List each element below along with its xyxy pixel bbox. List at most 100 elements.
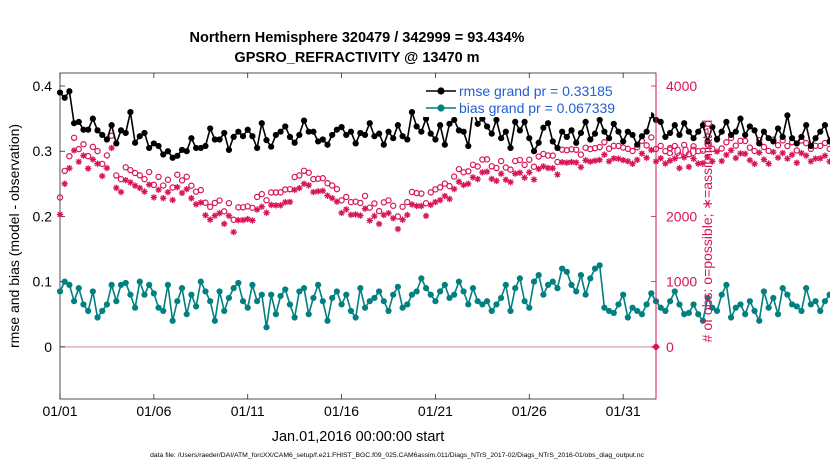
bias-point <box>357 285 364 292</box>
rmse-point <box>117 127 125 134</box>
assimilated-point <box>671 155 678 162</box>
bias-point <box>319 298 326 305</box>
assimilated-point <box>802 152 810 159</box>
rmse-point <box>662 133 669 140</box>
rmse-point <box>427 130 434 137</box>
bias-point <box>169 317 176 324</box>
possible-point <box>305 169 312 176</box>
rmse-point <box>254 144 261 152</box>
rmse-point <box>610 120 617 127</box>
x-tick-label: 01/06 <box>136 403 171 419</box>
rmse-point <box>249 133 256 140</box>
assimilated-point <box>488 175 495 183</box>
assimilated-point <box>469 174 477 181</box>
bias-point <box>526 304 533 311</box>
assimilated-point <box>211 212 219 219</box>
rmse-point <box>207 125 214 132</box>
assimilated-point <box>183 185 190 193</box>
rmse-point <box>535 139 542 146</box>
rmse-point <box>756 140 763 147</box>
rmse-point <box>568 127 575 134</box>
possible-point <box>113 172 120 179</box>
bias-point <box>685 309 692 317</box>
rmse-point <box>291 139 298 146</box>
rmse-point <box>774 125 782 132</box>
assimilated-point <box>512 170 519 177</box>
rmse-point <box>779 133 786 140</box>
possible-point <box>629 147 636 155</box>
assimilated-point <box>122 176 129 184</box>
rmse-point <box>408 109 416 116</box>
assimilated-point <box>300 180 308 187</box>
bias-point <box>404 301 411 308</box>
rmse-point <box>183 148 190 155</box>
rmse-point <box>70 120 78 127</box>
rmse-point <box>357 129 364 137</box>
possible-point <box>89 143 97 151</box>
rmse-point <box>441 141 448 148</box>
possible-point <box>671 142 678 150</box>
possible-point <box>493 164 500 172</box>
bias-point <box>352 314 359 321</box>
rmse-point <box>155 142 162 150</box>
rmse-point <box>620 138 627 145</box>
rmse-point <box>418 128 425 135</box>
assimilated-point <box>291 186 298 194</box>
possible-point <box>389 202 397 209</box>
rmse-point <box>103 136 111 143</box>
bias-point <box>699 317 707 324</box>
rmse-point <box>460 128 467 135</box>
bias-point <box>310 294 317 302</box>
bias-point <box>610 309 617 317</box>
possible-point <box>451 173 458 180</box>
rmse-point <box>164 148 172 155</box>
possible-point <box>709 145 716 153</box>
rmse-point <box>169 154 176 161</box>
possible-point <box>690 143 697 150</box>
possible-point <box>601 139 608 146</box>
assimilated-point <box>413 202 420 210</box>
possible-point <box>206 203 214 211</box>
bias-point <box>573 288 580 295</box>
bias-point <box>239 298 247 305</box>
bias-point <box>329 294 336 302</box>
bias-point <box>108 281 115 288</box>
assimilated-point <box>267 201 275 209</box>
assimilated-point <box>770 148 777 156</box>
bias-point <box>141 291 148 298</box>
possible-point <box>188 182 195 189</box>
bias-point <box>803 285 810 292</box>
bias-point <box>498 294 505 302</box>
assimilated-point <box>807 158 815 165</box>
possible-point <box>605 145 613 152</box>
possible-point <box>319 175 327 182</box>
bias-point <box>192 303 200 310</box>
assimilated-point <box>404 211 411 219</box>
assimilated-point <box>493 177 500 185</box>
rmse-point <box>178 146 186 154</box>
assimilated-point <box>793 159 800 166</box>
assimilated-point <box>704 153 711 161</box>
possible-point <box>277 189 284 196</box>
possible-point <box>446 182 453 190</box>
possible-point <box>774 142 782 149</box>
rmse-point <box>413 123 420 130</box>
bias-point <box>418 275 425 282</box>
rmse-point <box>310 128 317 135</box>
assimilated-point <box>136 184 143 192</box>
bias-point <box>512 285 519 292</box>
axis-ticks: 01/01 01/06 01/11 01/16 01/21 01/26 01/31 0 0.1 0… <box>33 73 697 419</box>
possible-point <box>436 184 444 191</box>
possible-point <box>399 203 406 210</box>
assimilated-point <box>343 206 350 213</box>
bias-point <box>620 291 627 298</box>
rmse-point <box>502 128 509 135</box>
possible-point <box>535 153 542 160</box>
bias-point <box>296 288 303 295</box>
assimilated-point <box>418 202 425 210</box>
bias-point <box>704 294 711 302</box>
bias-point <box>254 298 261 305</box>
y-right-tick-label: 0 <box>666 339 674 355</box>
bias-point <box>760 288 768 295</box>
bias-point <box>183 311 190 318</box>
